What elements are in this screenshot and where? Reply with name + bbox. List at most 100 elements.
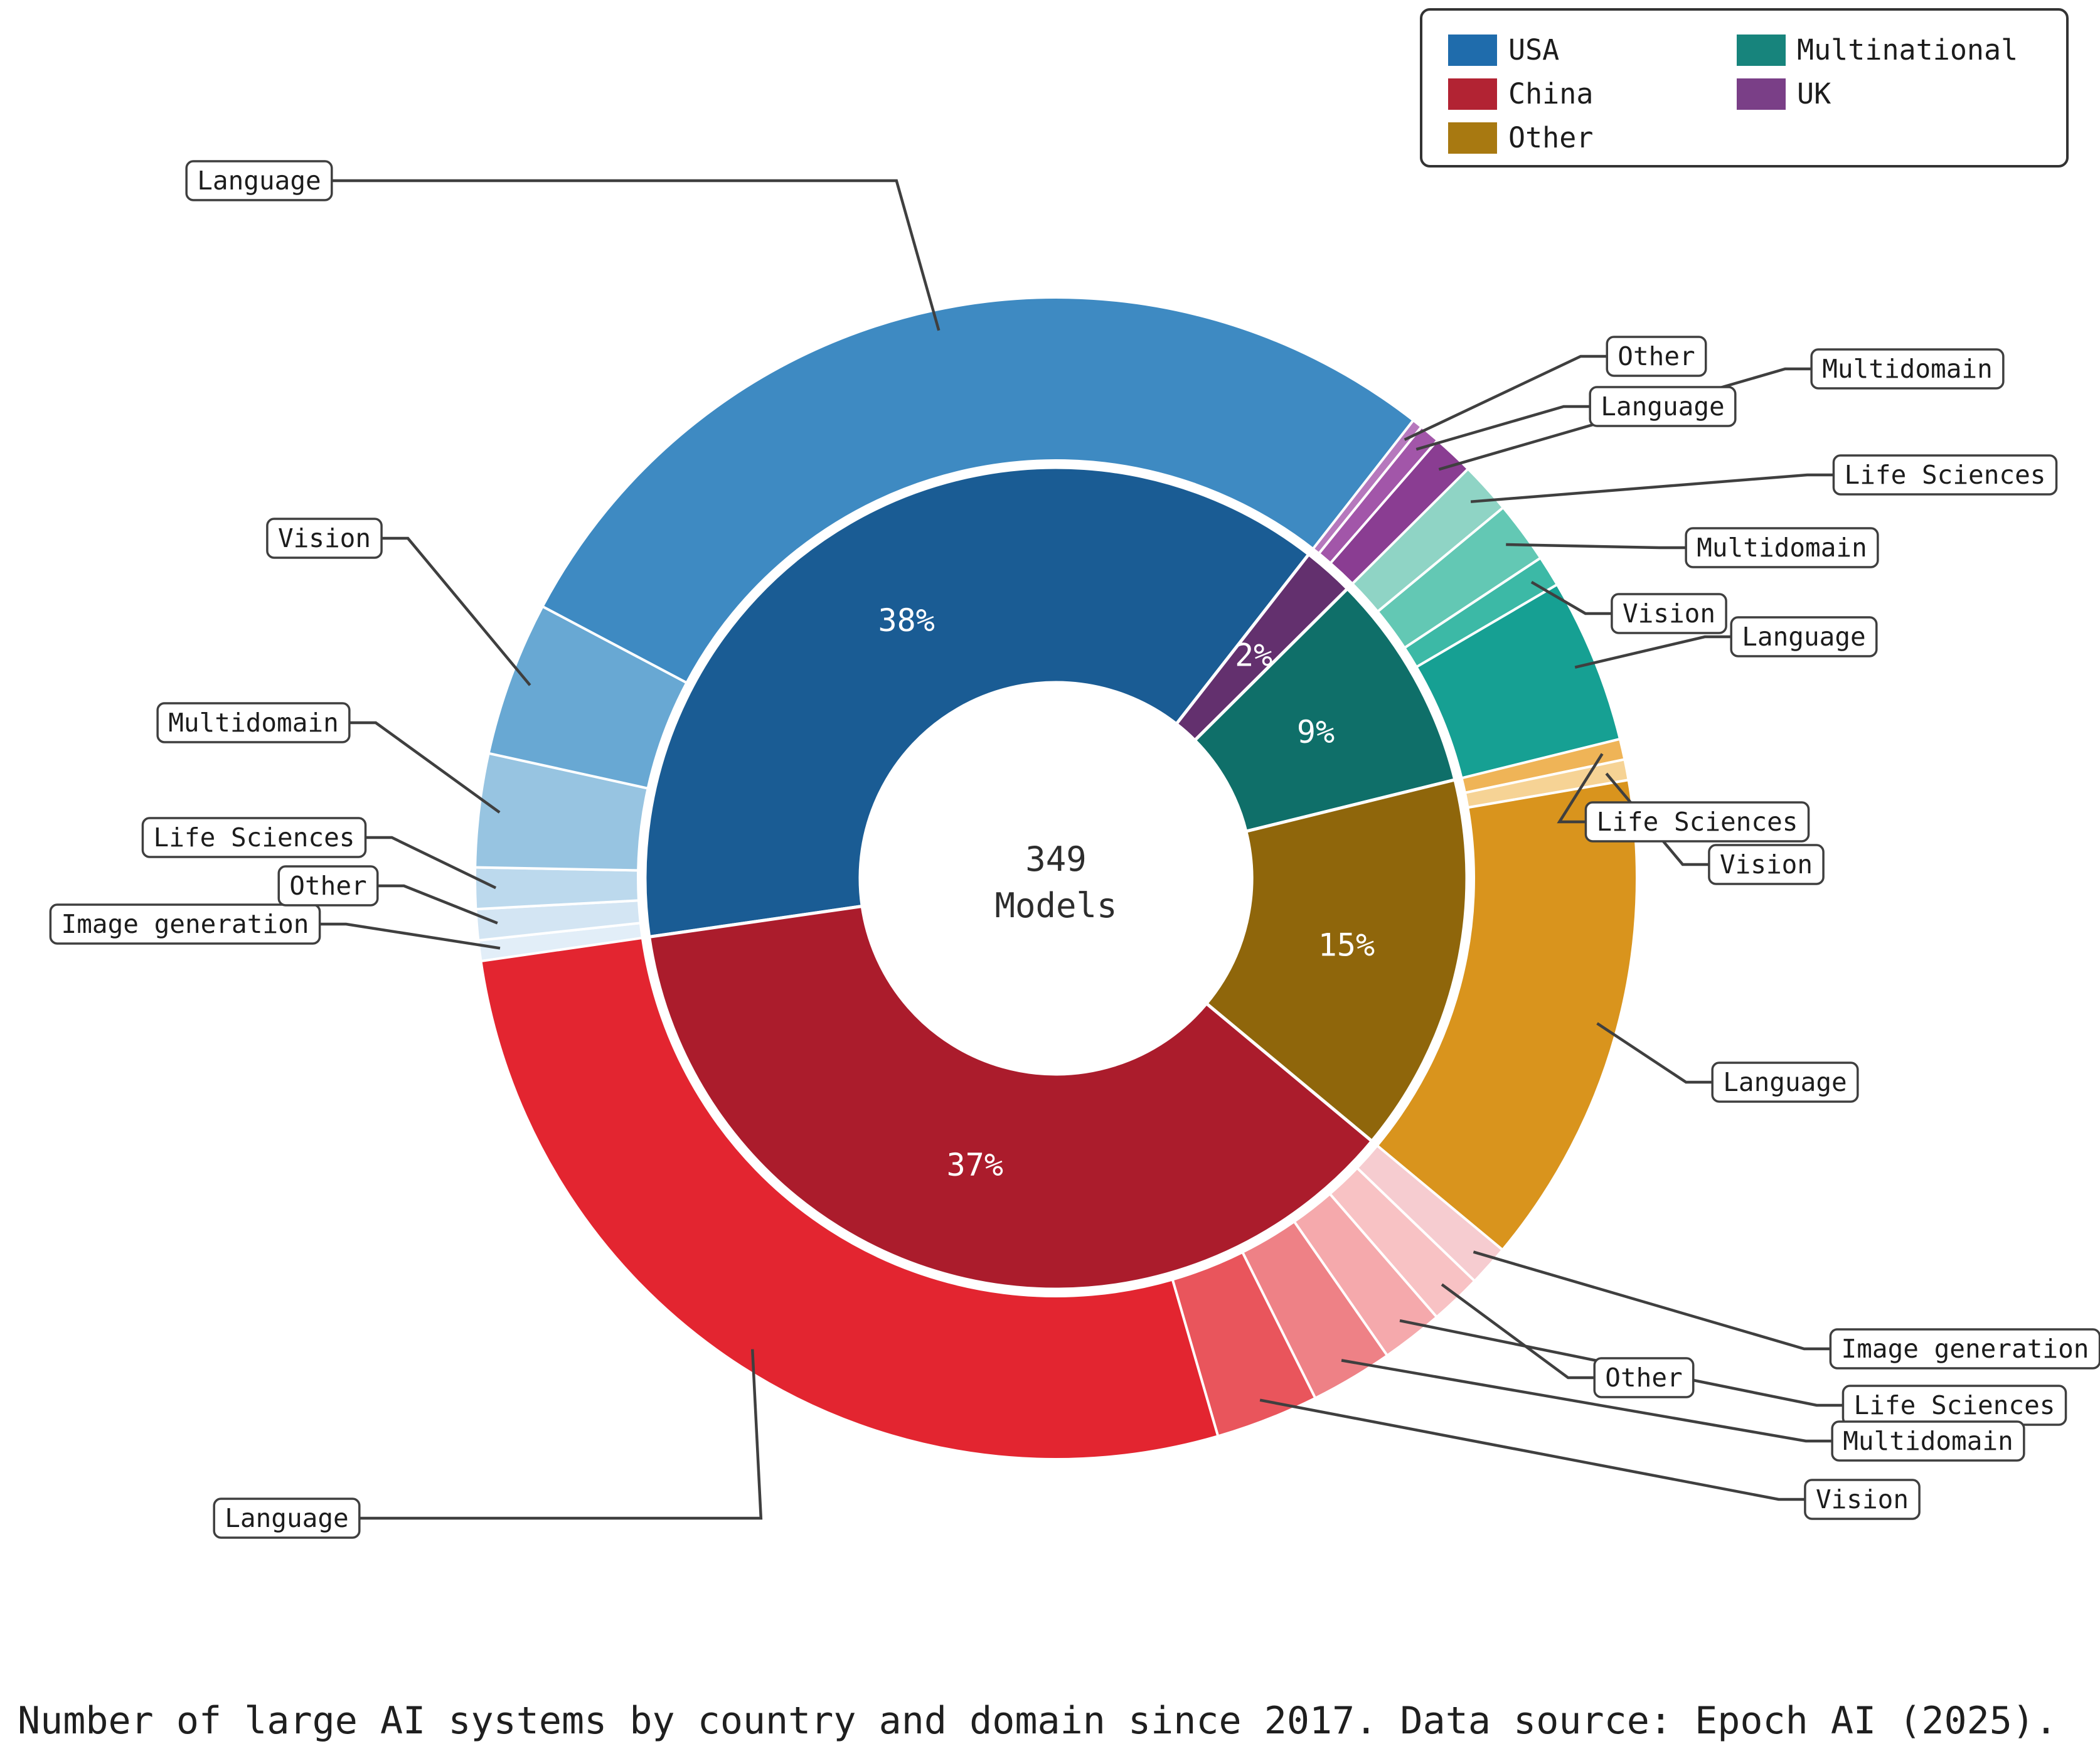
callout-leader-uk-other [1404,354,1607,441]
callout-leader-multinational-life-sciences [1470,473,1834,503]
callout-box [1804,1479,1921,1520]
callout-box [1832,454,2058,496]
callout-china-other: Other [1593,1357,1695,1398]
callout-uk-language: Language [1589,386,1737,427]
callout-leader-multinational-multidomain [1506,543,1687,550]
callout-box [185,160,333,201]
callout-multinational-multidomain: Multidomain [1685,527,1879,568]
callout-domain-label: Image generation [61,909,309,939]
callout-china-image-generation: Image generation [1829,1328,2100,1370]
callout-labels: Image generation Other Life Sciences Multid… [49,160,2100,1539]
chart-caption: Number of large AI systems by country an… [18,1699,2057,1743]
callout-domain-label: Language [225,1503,348,1533]
callout-leaders [319,179,1843,1520]
callout-box [266,518,383,559]
callout-domain-label: Vision [278,523,371,553]
callout-other-vision: Vision [1708,844,1825,885]
percent-label-uk: 2% [1235,637,1272,674]
callout-box [213,1498,361,1539]
callout-box [1831,1420,2025,1462]
callout-box [49,903,321,945]
percent-label-china: 37% [947,1147,1003,1183]
callout-leader-china-image-generation [1473,1250,1831,1351]
callout-domain-label: Life Sciences [1845,460,2046,490]
legend-item-usa: USA [1448,33,1559,67]
country-segment-usa [643,466,1311,939]
callout-box [1810,348,2005,390]
callout-china-language: Language [213,1498,361,1539]
callout-domain-label: Life Sciences [1854,1390,2055,1420]
legend-swatch-uk [1737,78,1786,110]
legend-label: UK [1797,77,1831,110]
callout-leader-other-life-sciences [1557,753,1604,824]
callout-leader-multinational-language [1574,635,1732,669]
callout-usa-life-sciences: Life Sciences [141,817,367,858]
callout-usa-image-generation: Image generation [49,903,321,945]
callout-domain-label: Language [197,166,321,196]
legend-item-china: China [1448,77,1593,110]
callout-leader-multinational-vision [1530,580,1612,615]
sunburst-rings [474,296,1638,1460]
legend-label: China [1508,77,1593,110]
callout-leader-usa-language [331,179,941,331]
callout-box [141,817,367,858]
legend-swatch-usa [1448,35,1497,66]
callout-usa-other: Other [277,865,379,907]
callout-box [1730,616,1878,657]
legend-swatch-china [1448,78,1497,110]
callout-domain-label: Language [1723,1067,1847,1097]
callout-box [1685,527,1879,568]
center-total-value: 349 [1025,839,1087,879]
legend: USA China Other Multinational UK [1420,8,2069,168]
callout-multinational-vision: Vision [1611,593,1727,634]
country-segment-other [1204,777,1469,1144]
callout-domain-label: Language [1742,622,1865,652]
segment-usa-life-sciences [474,866,641,911]
callout-other-language: Language [1711,1061,1859,1103]
legend-item-other: Other [1448,121,1593,154]
callout-leader-usa-life-sciences [365,836,497,890]
callout-leader-china-multidomain [1341,1359,1833,1443]
ring-labels: 38% 2% 9% 15% 37% 349 Models [878,602,1375,1183]
percent-label-multinational: 9% [1297,714,1335,750]
callout-domain-label: Other [289,871,366,901]
callout-domain-label: Life Sciences [1597,807,1798,837]
caption: Number of large AI systems by country an… [18,1699,2057,1743]
callout-domain-label: Image generation [1841,1334,2089,1364]
callout-usa-vision: Vision [266,518,383,559]
legend-item-multinational: Multinational [1737,33,2018,67]
callout-leader-usa-vision [381,536,531,686]
callout-domain-label: Vision [1623,599,1715,629]
callout-domain-label: Life Sciences [154,822,355,853]
callout-leader-uk-multidomain [1438,367,1812,471]
callout-box [1611,593,1727,634]
callout-leader-china-language [359,1349,763,1520]
callout-domain-label: Multidomain [1697,533,1867,563]
callout-usa-language: Language [185,160,333,201]
callout-domain-label: Other [1618,341,1695,371]
callout-leader-other-language [1596,1022,1713,1084]
legend-label: Other [1508,121,1593,154]
callout-uk-other: Other [1606,336,1707,377]
callout-leader-china-other [1441,1283,1595,1380]
country-segment-multinational [1192,586,1457,834]
callout-box [277,865,379,907]
callout-domain-label: Multidomain [1843,1426,2013,1456]
segment-usa-language [540,296,1415,685]
segment-china-language [479,936,1220,1460]
callout-domain-label: Language [1601,391,1724,422]
callout-leader-usa-multidomain [349,721,501,814]
legend-swatch-multinational [1737,35,1786,66]
callout-box [1708,844,1825,885]
callout-usa-multidomain: Multidomain [156,702,351,743]
callout-domain-label: Multidomain [1822,354,1993,384]
callout-domain-label: Other [1605,1363,1682,1393]
center-total-label: Models [994,886,1117,925]
callout-box [1584,801,1810,843]
callout-domain-label: Vision [1720,849,1813,880]
callout-domain-label: Multidomain [168,708,339,738]
callout-domain-label: Vision [1816,1484,1909,1514]
callout-china-vision: Vision [1804,1479,1921,1520]
